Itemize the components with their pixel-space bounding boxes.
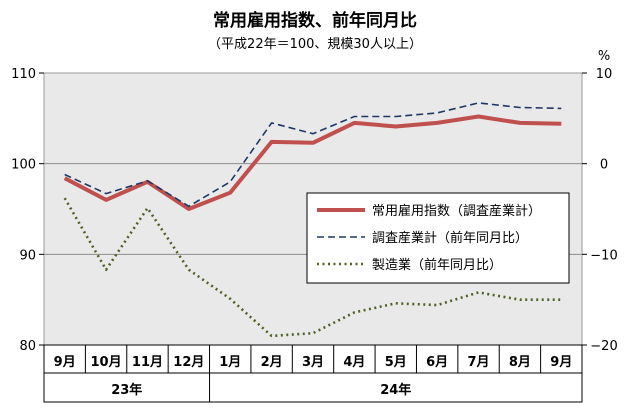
right-axis-unit: % xyxy=(598,49,610,64)
month-label: 2月 xyxy=(261,355,283,370)
month-label: 1月 xyxy=(219,355,241,370)
left-tick-label: 100 xyxy=(11,158,36,173)
chart-title: 常用雇用指数、前年同月比 xyxy=(213,10,417,31)
left-tick-label: 110 xyxy=(11,67,36,82)
right-tick-label: 10 xyxy=(596,67,613,82)
right-tick-label: −10 xyxy=(590,248,617,263)
year-label: 24年 xyxy=(380,382,411,398)
legend-label: 調査産業計（前年同月比） xyxy=(372,230,528,246)
left-tick-label: 80 xyxy=(19,339,36,354)
legend-label: 常用雇用指数（調査産業計） xyxy=(372,203,541,219)
month-label: 9月 xyxy=(550,355,572,370)
month-label: 12月 xyxy=(173,355,204,370)
month-label: 4月 xyxy=(343,355,365,370)
legend: 常用雇用指数（調査産業計） 調査産業計（前年同月比） 製造業（前年同月比） xyxy=(306,192,570,284)
left-axis: 80 90 100 110 xyxy=(11,67,44,354)
month-label: 5月 xyxy=(385,355,407,370)
month-label: 3月 xyxy=(302,355,324,370)
left-tick-label: 90 xyxy=(19,248,36,263)
right-axis: −20 −10 0 10 xyxy=(582,67,618,354)
month-label: 11月 xyxy=(132,355,163,370)
month-label: 9月 xyxy=(54,355,76,370)
chart-subtitle: （平成22年＝100、規模30人以上） xyxy=(208,37,422,52)
x-axis: 9月 10月 11月 12月 1月 2月 3月 4月 5月 6月 7月 8月 9月 23年 24年 xyxy=(43,344,583,403)
month-label: 8月 xyxy=(509,355,531,370)
month-label: 6月 xyxy=(426,355,448,370)
legend-label: 製造業（前年同月比） xyxy=(372,257,502,273)
month-label: 7月 xyxy=(468,355,490,370)
year-label: 23年 xyxy=(111,382,142,398)
series-group xyxy=(63,102,562,338)
series-line-2 xyxy=(64,102,562,208)
right-tick-label: 0 xyxy=(600,158,608,173)
month-label: 10月 xyxy=(91,355,122,370)
right-tick-label: −20 xyxy=(590,339,617,354)
